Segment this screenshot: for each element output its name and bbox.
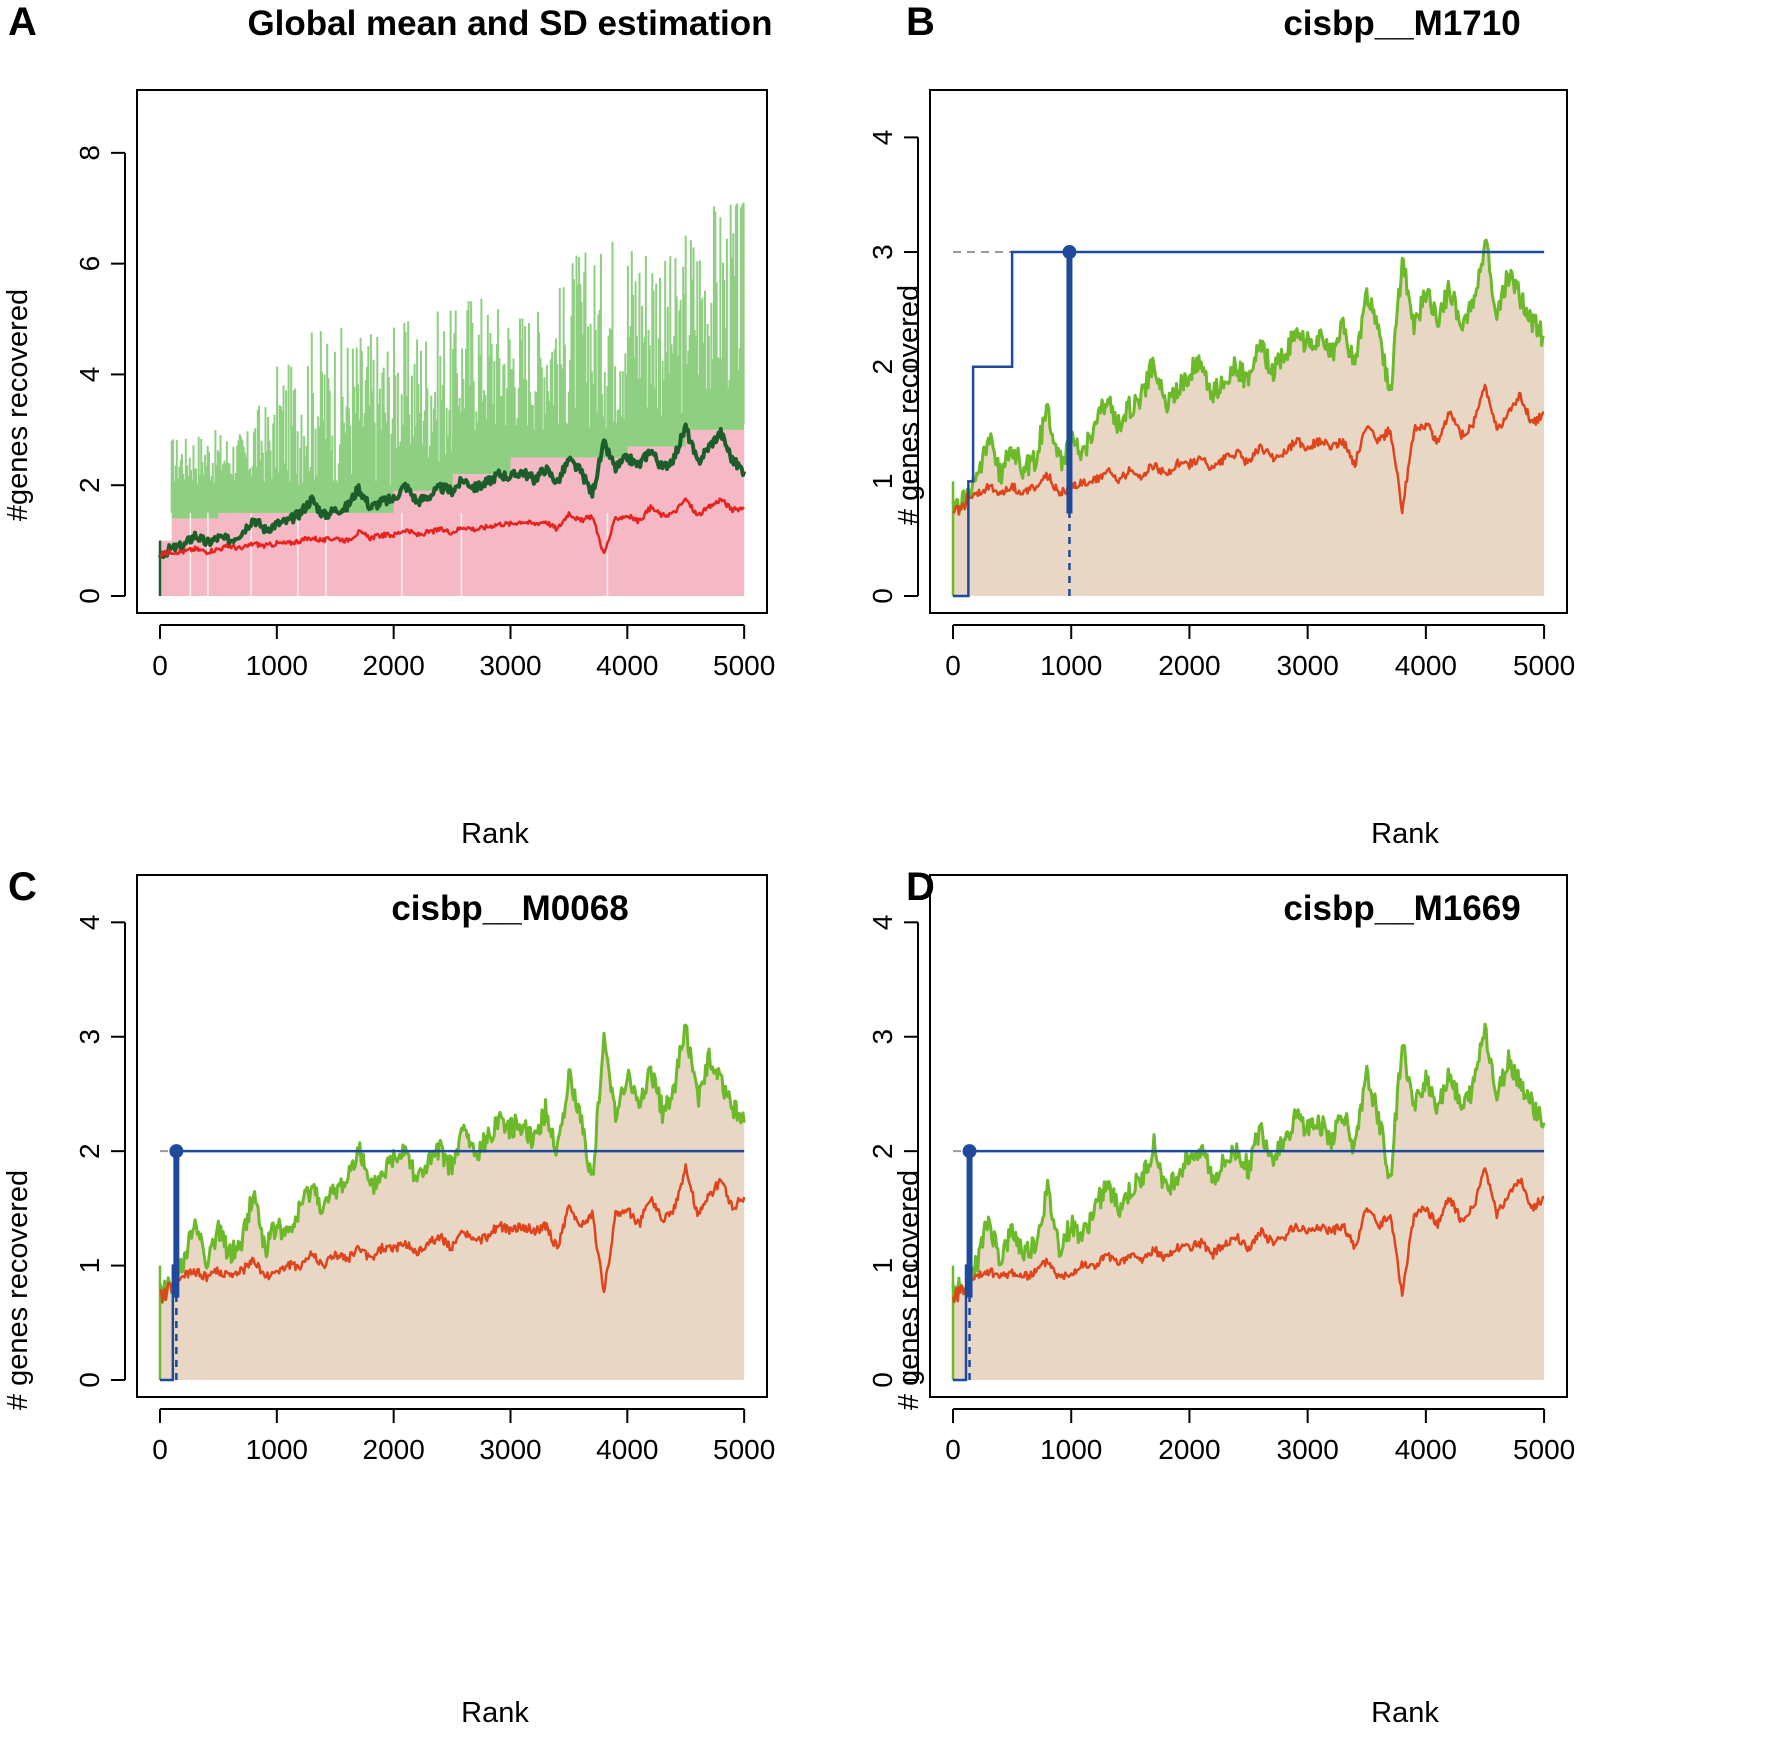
y-tick-label-d-2: 2 [867, 1143, 898, 1159]
y-tick-label-b-4: 4 [867, 130, 898, 146]
panel-title-c: cisbp__M0068 [391, 889, 628, 928]
mean-sd-line-c [158, 1023, 746, 1304]
mean-line-a [159, 497, 745, 558]
y-tick-label-b-3: 3 [867, 244, 898, 260]
y-tick-label-c-0: 0 [74, 1372, 105, 1388]
y-tick-label-c-2: 2 [74, 1143, 105, 1159]
y-axis-label-d: # genes recovered [893, 1170, 925, 1410]
y-axis-label-c: # genes recovered [2, 1170, 34, 1410]
y-tick-label-b-2: 2 [867, 359, 898, 375]
recovery-curves-spikes-a [170, 202, 745, 513]
panel-d: D cisbp__M1669 0 1000 2000 3000 4000 50000123… [867, 865, 1575, 1729]
x-tick-label-b-4000: 4000 [1395, 650, 1457, 681]
plot-frame-a [136, 89, 768, 614]
x-tick-label-a-5000: 5000 [713, 650, 775, 681]
y-tick-label-d-0: 0 [867, 1372, 898, 1388]
x-tick-label-c-5000: 5000 [713, 1434, 775, 1465]
y-tick-label-d-1: 1 [867, 1258, 898, 1274]
y-axis-label-b: # genes recovered [893, 285, 925, 525]
max-point-b [1062, 245, 1077, 260]
panel-c: C cisbp__M0068 0 1000 2000 3000 4000 5000 0 1 2 3… [2, 865, 775, 1729]
x-axis-label-a: Rank [461, 818, 529, 850]
x-tick-label-d-5000: 5000 [1513, 1434, 1575, 1465]
plot-frame-c [136, 874, 768, 1398]
y-tick-label-b-0: 0 [867, 588, 898, 604]
x-tick-label-b-0: 0 [945, 650, 961, 681]
x-tick-label-d-2000: 2000 [1158, 1434, 1220, 1465]
x-tick-label-a-3000: 3000 [479, 650, 541, 681]
y-tick-label-c-1: 1 [74, 1258, 105, 1274]
x-tick-label-c-4000: 4000 [596, 1434, 658, 1465]
y-tick-label-a-6: 6 [74, 256, 105, 272]
y-tick-label-d-4: 4 [867, 915, 898, 931]
plot-area-b: 0 1000 2000 3000 4000 5000 0 1 2 3 4 [867, 89, 1575, 681]
mean-line-d [951, 1167, 1545, 1304]
y-tick-label-c-4: 4 [74, 915, 105, 931]
plot-area-c: 0 1000 2000 3000 4000 5000 0 1 2 3 4 [74, 874, 775, 1465]
panel-title-b: cisbp__M1710 [1283, 4, 1520, 43]
x-tick-label-b-3000: 3000 [1277, 650, 1339, 681]
x-tick-label-c-3000: 3000 [479, 1434, 541, 1465]
max-point-c [169, 1144, 184, 1159]
mean-sd-area-d [953, 1024, 1545, 1380]
y-tick-label-d-3: 3 [867, 1029, 898, 1045]
x-tick-label-c-1000: 1000 [246, 1434, 308, 1465]
x-tick-label-a-1000: 1000 [246, 650, 308, 681]
panel-title-d: cisbp__M1669 [1283, 889, 1520, 928]
panel-letter-c: C [8, 865, 37, 909]
panel-b: B cisbp__M1710 0 1000 2000 3000 4000 5000 0 1 2 3… [867, 0, 1575, 850]
x-tick-label-b-5000: 5000 [1513, 650, 1575, 681]
x-tick-label-d-0: 0 [945, 1434, 961, 1465]
x-tick-label-d-1000: 1000 [1040, 1434, 1102, 1465]
panel-title-a: Global mean and SD estimation [247, 4, 772, 43]
max-point-d [962, 1144, 977, 1159]
mean-line-c [158, 1163, 746, 1304]
x-tick-label-c-2000: 2000 [363, 1434, 425, 1465]
x-tick-label-b-2000: 2000 [1158, 650, 1220, 681]
panel-letter-a: A [8, 0, 37, 44]
y-tick-label-a-8: 8 [74, 145, 105, 161]
panel-letter-b: B [906, 0, 935, 44]
y-tick-label-a-2: 2 [74, 477, 105, 493]
x-tick-label-a-4000: 4000 [596, 650, 658, 681]
x-axis-label-c: Rank [461, 1697, 529, 1729]
y-tick-label-a-4: 4 [74, 367, 105, 383]
plot-frame-b [929, 89, 1568, 614]
x-axis-label-b: Rank [1371, 818, 1439, 850]
mean-line-b [952, 383, 1545, 516]
panel-a: A Global mean and SD estimation 0 1000 200… [2, 0, 775, 850]
x-tick-label-d-3000: 3000 [1277, 1434, 1339, 1465]
x-tick-label-a-2000: 2000 [363, 650, 425, 681]
x-tick-label-c-0: 0 [152, 1434, 168, 1465]
recovery-curve-b [953, 250, 1545, 598]
y-axis-label-a: #genes recovered [2, 289, 34, 521]
y-tick-label-b-1: 1 [867, 474, 898, 490]
plot-area-a: 0 1000 2000 3000 4000 5000 0 2 4 6 8 [74, 89, 775, 681]
mean-sd-line-a [158, 422, 747, 560]
x-tick-label-d-4000: 4000 [1395, 1434, 1457, 1465]
mean-sd-line-d [951, 1022, 1546, 1304]
x-tick-label-b-1000: 1000 [1040, 650, 1102, 681]
plot-frame-d [929, 874, 1568, 1398]
mean-sd-line-b [951, 238, 1545, 516]
y-tick-label-c-3: 3 [74, 1029, 105, 1045]
y-tick-label-a-0: 0 [74, 588, 105, 604]
plot-area-d: 0 1000 2000 3000 4000 5000 0 1 2 3 4 [867, 874, 1575, 1465]
x-axis-label-d: Rank [1371, 1697, 1439, 1729]
x-tick-label-a-0: 0 [152, 650, 168, 681]
